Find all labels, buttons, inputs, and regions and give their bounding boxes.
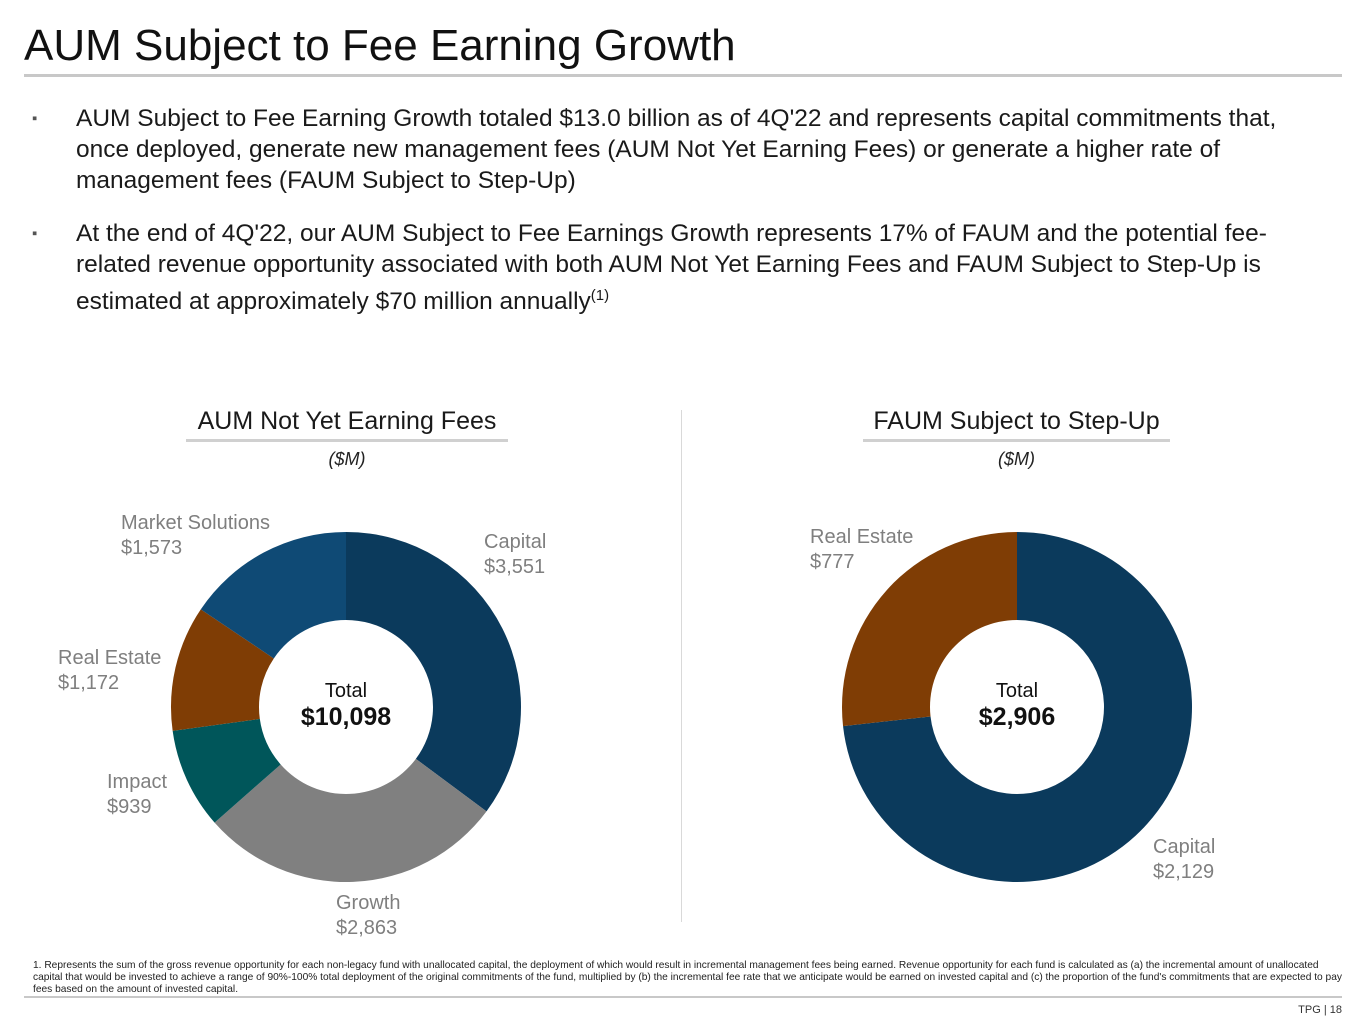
donut-slice-real-estate bbox=[171, 609, 274, 731]
center-total-value: $2,906 bbox=[979, 703, 1055, 731]
slice-label-real-estate: Real Estate $1,172 bbox=[58, 647, 161, 694]
footnote: 1. Represents the sum of the gross reven… bbox=[33, 960, 1342, 995]
page-title: AUM Subject to Fee Earning Growth bbox=[24, 21, 736, 70]
chart-divider bbox=[681, 410, 682, 922]
footnote-reference: (1) bbox=[590, 287, 610, 304]
donut-slice-capital bbox=[346, 532, 522, 812]
chart-title-aum-not-yet-earning: AUM Not Yet Earning Fees bbox=[186, 407, 508, 442]
slice-label-capital: Capital $3,551 bbox=[484, 531, 546, 578]
donut-slice-market-solutions bbox=[200, 532, 346, 659]
bullet-list: ▪ AUM Subject to Fee Earning Growth tota… bbox=[30, 103, 1330, 339]
slice-label-growth: Growth $2,863 bbox=[336, 892, 400, 939]
donut-slice-real-estate bbox=[841, 532, 1017, 727]
chart-unit-aum-not-yet-earning: ($M) bbox=[328, 449, 366, 469]
chart-title-faum-step-up: FAUM Subject to Step-Up bbox=[863, 407, 1170, 442]
bullet-text: AUM Subject to Fee Earning Growth totale… bbox=[76, 105, 1277, 194]
bullet-marker-icon: ▪ bbox=[32, 110, 38, 127]
center-total-label: Total bbox=[996, 680, 1038, 702]
footer-divider bbox=[24, 996, 1342, 998]
chart-unit-faum-step-up: ($M) bbox=[998, 449, 1035, 469]
bullet-marker-icon: ▪ bbox=[32, 225, 38, 242]
donut-chart-aum-not-yet-earning: Capital $3,551 Growth $2,863 Impact $939 Real … bbox=[58, 512, 546, 939]
bullet-text: At the end of 4Q'22, our AUM Subject to … bbox=[76, 220, 1267, 316]
donut-slice-capital bbox=[843, 532, 1192, 882]
donut-chart-faum-step-up: Capital $2,129 Real Estate $777 Total$2,906 bbox=[810, 526, 1215, 883]
slice-label-capital: Capital $2,129 bbox=[1153, 836, 1215, 883]
page-number: TPG | 18 bbox=[1298, 1004, 1342, 1016]
bullet-item: ▪ At the end of 4Q'22, our AUM Subject t… bbox=[30, 218, 1330, 317]
donut-slice-impact bbox=[172, 718, 281, 823]
slice-label-impact: Impact $939 bbox=[107, 771, 167, 818]
title-divider bbox=[24, 74, 1342, 77]
slice-label-real-estate: Real Estate $777 bbox=[810, 526, 913, 573]
donut-slice-growth bbox=[214, 758, 487, 882]
bullet-item: ▪ AUM Subject to Fee Earning Growth tota… bbox=[30, 103, 1330, 196]
slice-label-market-solutions: Market Solutions $1,573 bbox=[121, 512, 270, 559]
center-total-value: $10,098 bbox=[301, 703, 391, 731]
center-total-label: Total bbox=[325, 680, 367, 702]
